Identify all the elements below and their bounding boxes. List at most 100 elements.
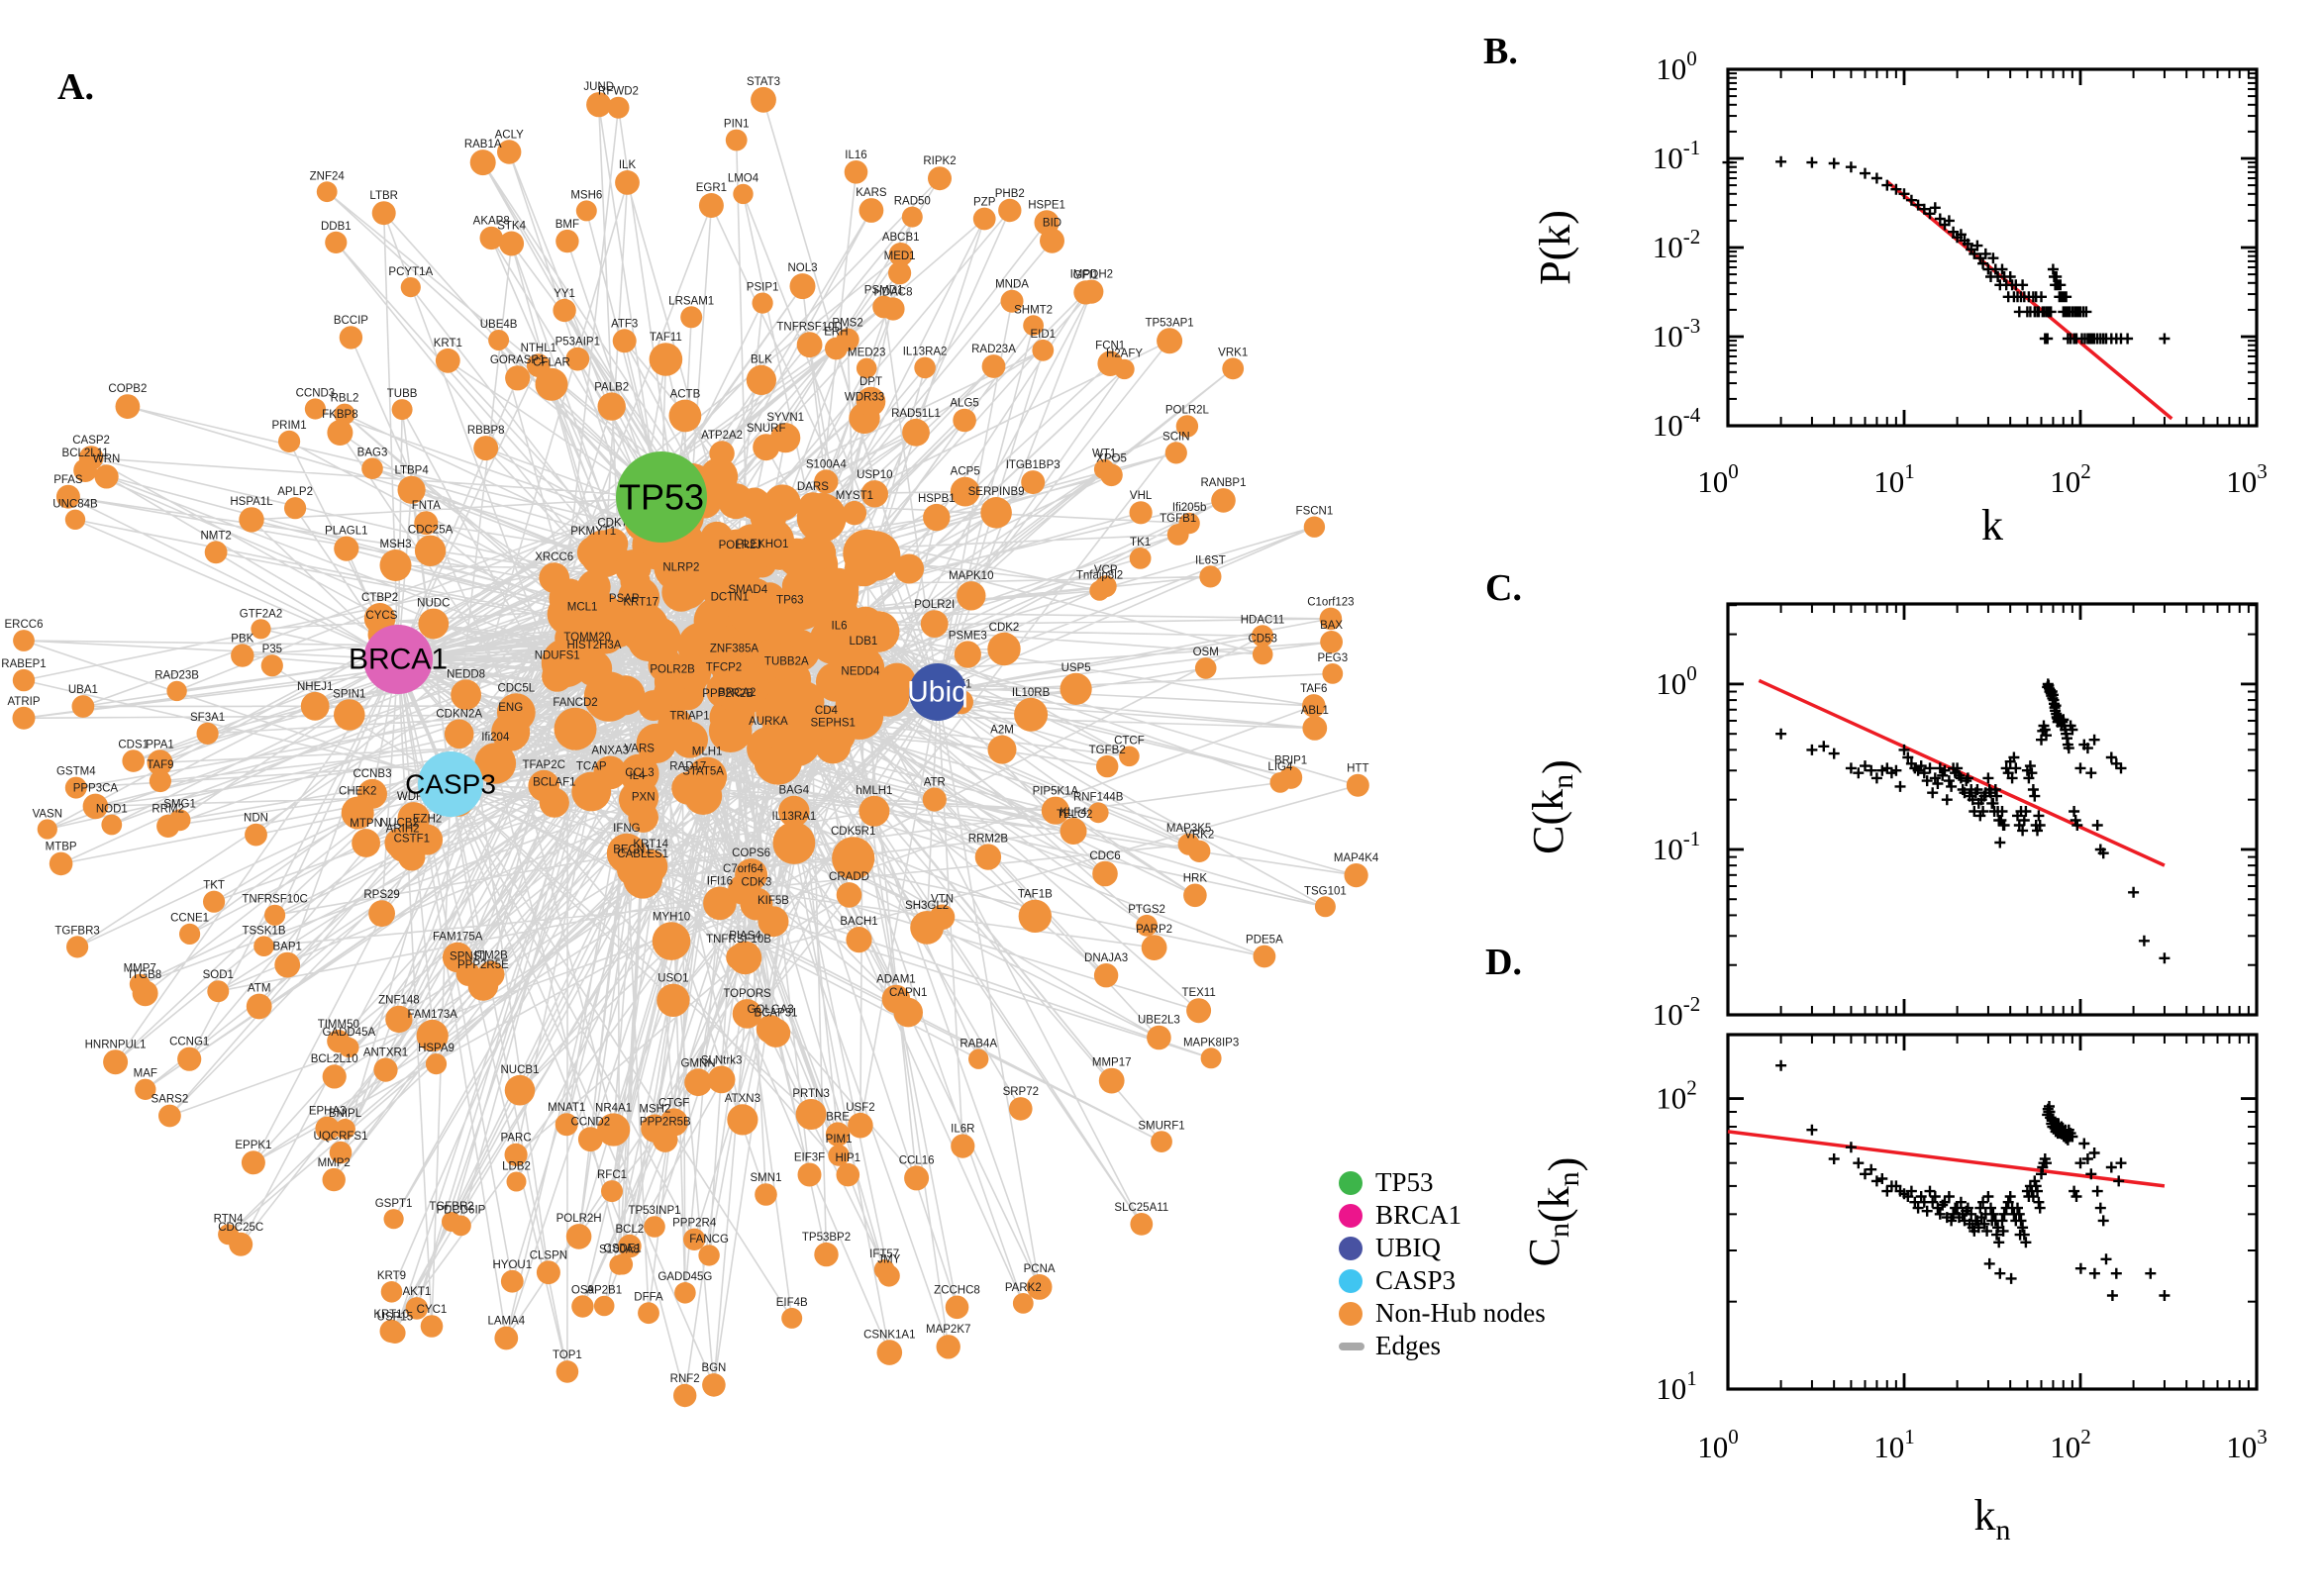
gene-label: ZNF24 xyxy=(310,170,346,182)
network-node xyxy=(82,793,109,820)
network-node xyxy=(1346,773,1369,797)
gene-label: MCL1 xyxy=(567,602,598,614)
gene-label: ITGB1BP3 xyxy=(1006,459,1060,471)
network-node xyxy=(762,536,797,570)
network-node xyxy=(1183,883,1207,908)
gene-label: ATP2A2 xyxy=(701,430,743,442)
network-node xyxy=(329,1141,353,1164)
network-node xyxy=(555,1113,578,1137)
network-node xyxy=(951,1134,975,1158)
network-node xyxy=(844,160,868,184)
gene-label: RBL2 xyxy=(331,393,359,405)
gene-label: NR4A1 xyxy=(595,1102,632,1114)
network-node xyxy=(858,198,884,223)
gene-label: NLRP2 xyxy=(662,562,699,574)
gene-label: USP15 xyxy=(377,1312,413,1324)
hub-node-tp53: TP53 xyxy=(616,451,707,543)
network-node xyxy=(797,1162,822,1187)
legend-item: UBIQ xyxy=(1339,1232,1546,1264)
network-node xyxy=(373,1057,398,1082)
x-tick-label: 102 xyxy=(2050,459,2091,499)
network-node xyxy=(1098,1067,1125,1094)
gene-label: XRCC6 xyxy=(535,551,573,563)
gene-label: PARK2 xyxy=(1005,1282,1042,1294)
gene-label: TP53INP1 xyxy=(628,1205,680,1217)
gene-label: TGFB2 xyxy=(1089,745,1126,756)
gene-label: RIPK2 xyxy=(923,155,956,167)
gene-label: KRT10 xyxy=(373,1309,409,1321)
network-node xyxy=(674,1282,696,1304)
gene-label: SHMT2 xyxy=(1014,304,1053,316)
network-node xyxy=(728,874,758,905)
gene-label: KRT9 xyxy=(377,1270,406,1282)
gene-label: SMURF1 xyxy=(1138,1120,1184,1132)
gene-label: DNAJA3 xyxy=(1084,952,1128,964)
network-node xyxy=(656,983,690,1017)
network-node xyxy=(541,638,591,688)
gene-label: CHEK2 xyxy=(339,786,376,798)
gene-label: IFT57 xyxy=(869,1248,899,1260)
gene-label: USF2 xyxy=(846,1102,874,1114)
network-node xyxy=(488,330,510,350)
network-node xyxy=(129,973,151,995)
hub-node-casp3: CASP3 xyxy=(405,751,496,817)
gene-label: PIP5K1A xyxy=(1033,786,1079,798)
gene-label: MMP2 xyxy=(318,1157,351,1169)
gene-label: CCND2 xyxy=(570,1116,610,1128)
network-node xyxy=(654,543,702,591)
gene-label: APLP2 xyxy=(277,486,313,498)
network-node xyxy=(950,476,980,507)
network-node xyxy=(751,86,776,113)
gene-label: MNAT1 xyxy=(548,1102,585,1114)
gene-label: PBK xyxy=(231,633,253,645)
network-node xyxy=(725,129,748,151)
y-tick-label: 10-1 xyxy=(1653,136,1701,175)
network-node xyxy=(536,1260,560,1285)
gene-label: DFFA xyxy=(634,1291,663,1303)
network-node xyxy=(781,1307,803,1329)
network-node xyxy=(888,261,912,285)
network-node xyxy=(1094,575,1117,598)
gene-label: TAF9 xyxy=(147,759,173,771)
network-node xyxy=(49,851,73,876)
gene-label: NUCB2 xyxy=(380,817,419,829)
network-node xyxy=(612,329,637,353)
network-node xyxy=(278,430,301,452)
network-node xyxy=(1000,289,1024,313)
y-tick-label: 102 xyxy=(1656,1076,1697,1116)
gene-label: HSPB1 xyxy=(918,493,956,505)
gene-label: NDUFS1 xyxy=(535,650,580,662)
gene-label: PFAS xyxy=(53,474,83,486)
network-node xyxy=(1129,548,1152,569)
network-node xyxy=(416,1019,449,1052)
network-node xyxy=(638,690,669,722)
gene-label: HDAC8 xyxy=(874,286,913,298)
network-node xyxy=(733,183,754,205)
network-node xyxy=(612,1253,634,1275)
network-node xyxy=(1092,860,1118,887)
legend-item: CASP3 xyxy=(1339,1264,1546,1297)
gene-label: S100A4 xyxy=(806,458,848,470)
gene-label: USO1 xyxy=(657,973,688,985)
gene-label: VRK1 xyxy=(1218,348,1248,359)
network-node xyxy=(698,1245,720,1266)
network-node xyxy=(379,1319,403,1344)
gene-label: FAM175A xyxy=(433,932,483,944)
legend-item: Edges xyxy=(1339,1330,1546,1362)
gene-label: ATR xyxy=(924,776,946,788)
gene-label: SARS2 xyxy=(152,1094,189,1106)
gene-label: COPB2 xyxy=(108,383,147,395)
network-node xyxy=(673,1383,697,1408)
y-tick-label: 100 xyxy=(1656,47,1697,86)
network-node xyxy=(758,906,789,938)
gene-label: IL16 xyxy=(845,150,866,161)
gene-label: RAD17 xyxy=(669,760,706,772)
network-node xyxy=(717,665,767,716)
network-node xyxy=(1320,631,1343,653)
gene-label: ATF3 xyxy=(611,318,638,330)
gene-label: PIN1 xyxy=(724,119,750,131)
gene-label: NTHL1 xyxy=(521,343,556,354)
gene-label: VASN xyxy=(33,808,62,820)
network-node xyxy=(1009,1097,1033,1121)
network-node xyxy=(668,399,702,433)
